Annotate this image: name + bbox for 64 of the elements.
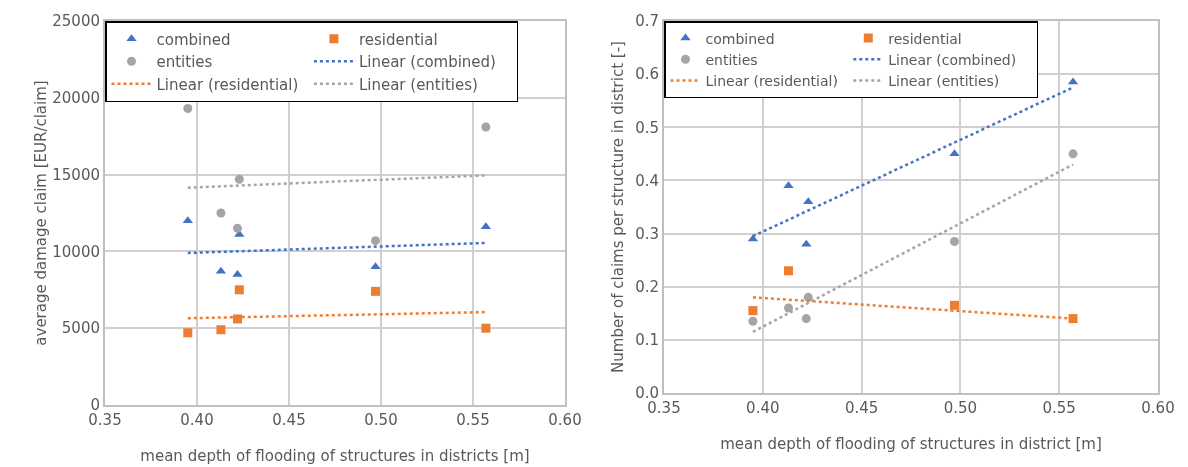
y-tick-label: 20000	[52, 89, 100, 108]
x-tick-label: 0.45	[272, 411, 306, 429]
y-tick-label: 15000	[52, 165, 100, 184]
legend-label: Linear (entities)	[358, 75, 478, 94]
x-tick-label: 0.45	[844, 399, 879, 417]
legend-label: Linear (residential)	[705, 72, 838, 89]
x-tick-label: 0.35	[647, 399, 681, 417]
point	[183, 328, 193, 338]
y-tick-label: 0.2	[635, 277, 659, 296]
y-axis-title: average damage claim [EUR/claim]	[32, 80, 51, 346]
x-tick-label: 0.50	[943, 399, 978, 417]
y-tick-label: 0.1	[635, 331, 659, 350]
point	[232, 223, 242, 233]
legend-label: Linear (entities)	[888, 72, 1000, 89]
y-axis-title: Number of claims per structure in district [-]	[609, 41, 627, 373]
x-tick-label: 0.60	[548, 411, 582, 429]
y-tick-label: 0.4	[635, 171, 659, 190]
y-tick-label: 0.5	[635, 118, 659, 137]
legend-label: combined	[705, 30, 775, 47]
x-tick-label: 0.40	[180, 411, 214, 429]
point	[232, 269, 243, 277]
x-tick-label: 0.50	[364, 411, 398, 429]
x-tick-label: 0.40	[746, 399, 780, 417]
x-tick-label: 0.35	[88, 411, 122, 429]
x-axis-title: mean depth of flooding of structures in district [m]	[720, 435, 1102, 453]
legend-label: entities	[705, 51, 758, 68]
y-tick-label: 25000	[52, 12, 100, 31]
x-axis-title: mean depth of flooding of structures in districts [m]	[140, 447, 530, 465]
point	[803, 292, 813, 302]
point	[481, 122, 491, 132]
y-tick-label: 0.6	[635, 65, 659, 84]
point	[801, 314, 811, 324]
point	[183, 104, 193, 114]
legend-label: residential	[888, 30, 962, 47]
y-tick-label: 10000	[52, 242, 100, 261]
point	[748, 316, 758, 326]
point	[234, 285, 244, 295]
point	[232, 314, 242, 324]
legend-label: Linear (combined)	[358, 53, 496, 72]
point	[949, 149, 960, 157]
legend-label: residential	[358, 30, 438, 49]
point	[748, 306, 758, 316]
x-tick-label: 0.60	[1141, 399, 1175, 417]
x-tick-label: 0.55	[1042, 399, 1076, 417]
legend-label: Linear (combined)	[888, 51, 1017, 68]
point	[370, 236, 380, 246]
point	[216, 208, 226, 218]
point	[783, 303, 793, 313]
point	[1068, 149, 1078, 159]
point	[370, 286, 380, 296]
point	[949, 237, 959, 247]
point	[370, 262, 381, 270]
legend-label: Linear (residential)	[156, 75, 299, 94]
x-tick-label: 0.55	[456, 411, 490, 429]
y-tick-label: 0.7	[635, 12, 659, 31]
y-tick-label: 0.3	[635, 224, 659, 243]
legend-label: entities	[156, 53, 213, 72]
point	[234, 174, 244, 184]
point	[949, 300, 959, 310]
y-tick-label: 5000	[61, 319, 100, 338]
point	[216, 325, 226, 335]
legend-label: combined	[156, 30, 231, 49]
point	[481, 323, 491, 333]
point	[783, 266, 793, 276]
